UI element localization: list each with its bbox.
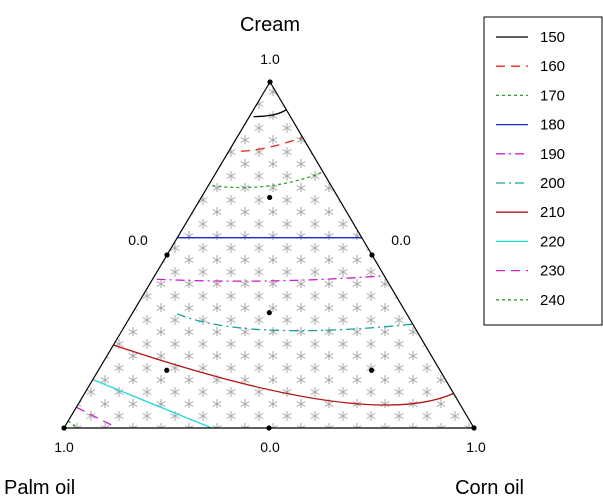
design-point [369,252,375,258]
contour-line-170 [212,171,324,189]
design-points [61,79,477,431]
contour-line-210 [113,344,454,406]
tick-label-top: 1.0 [260,51,280,67]
legend-label-200: 200 [540,175,565,192]
design-point [164,252,170,258]
contour-lines [67,109,454,428]
design-point [266,425,272,431]
legend: 150 160 170 180 190 200 210 220 230 240 [483,16,603,326]
tick-label-bottom-edge: 0.0 [260,439,280,455]
tick-label-right-vertex: 1.0 [466,439,486,455]
legend-label-190: 190 [540,146,565,163]
legend-label-160: 160 [540,58,565,75]
legend-label-150: 150 [540,29,565,46]
contour-line-190 [156,275,385,282]
legend-box [483,16,603,326]
legend-label-180: 180 [540,117,565,134]
tick-label-right-edge: 0.0 [391,232,411,248]
tick-label-left-edge: 0.0 [128,232,148,248]
contour-line-200 [176,313,413,332]
design-point [267,79,273,85]
contour-line-160 [241,136,303,152]
design-point [164,367,170,373]
tick-label-left-vertex: 1.0 [54,439,74,455]
contour-line-240 [67,420,79,428]
contour-line-220 [92,378,212,428]
legend-label-240: 240 [540,292,565,309]
design-point [471,425,477,431]
vertex-label-right: Corn oil [455,477,524,499]
design-point [266,310,272,316]
legend-label-230: 230 [540,263,565,280]
design-point [267,194,273,201]
legend-label-210: 210 [540,204,565,221]
design-point [368,367,375,373]
contour-line-230 [76,406,118,428]
design-point [61,425,67,431]
legend-label-170: 170 [540,87,565,104]
legend-label-220: 220 [540,233,565,250]
vertex-label-left: Palm oil [4,477,75,499]
vertex-label-top: Cream [240,14,300,36]
contour-line-150 [253,109,287,118]
triangle-fill [64,82,474,428]
